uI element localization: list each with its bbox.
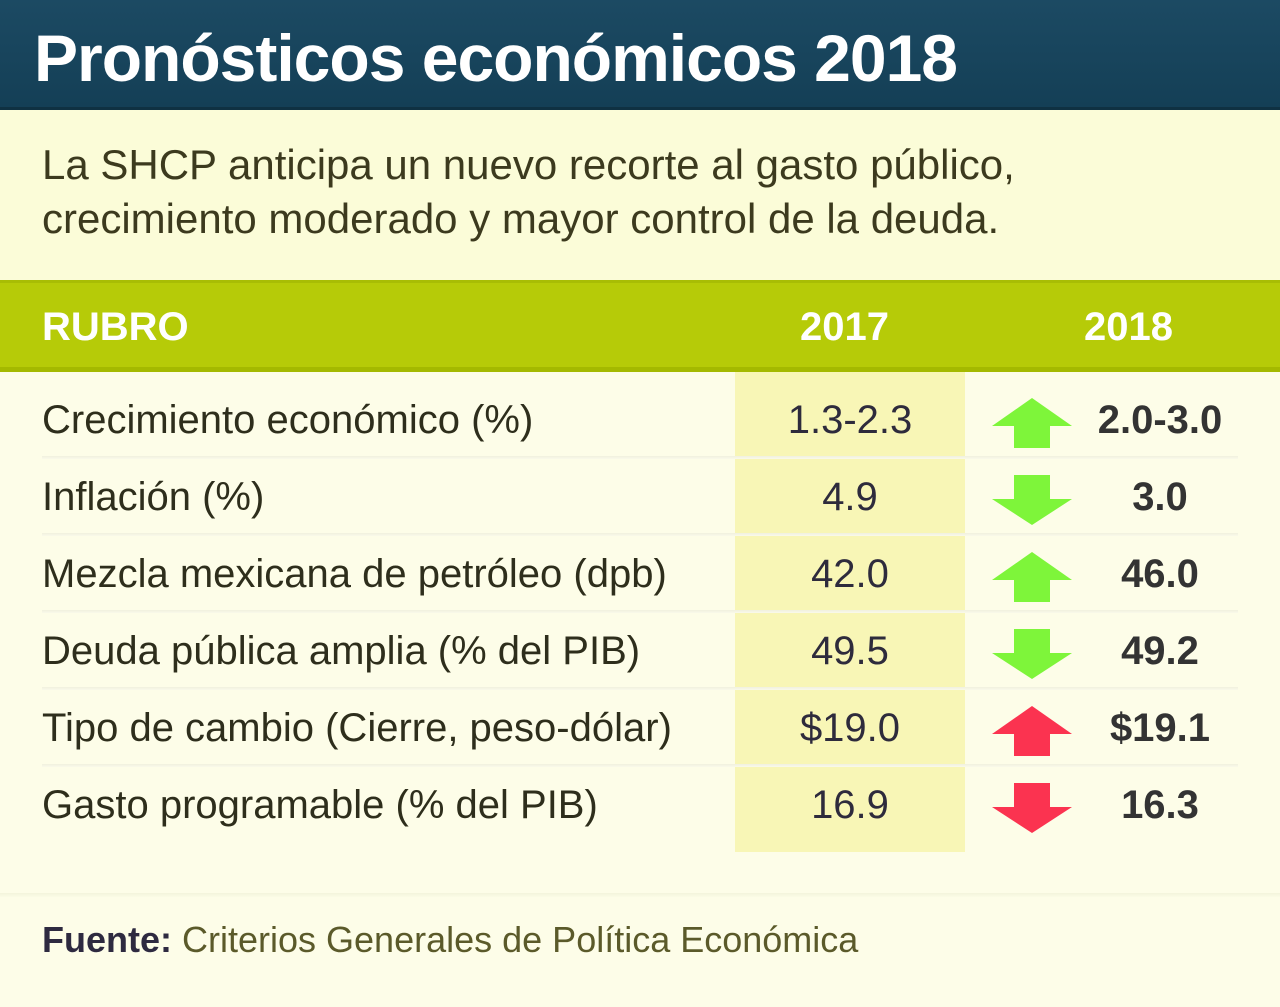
arrow-down-shape — [992, 629, 1072, 679]
table-row: Inflación (%) 4.9 3.0 — [0, 459, 1280, 536]
table-header: RUBRO 2017 2018 — [0, 280, 1280, 372]
footer-divider — [0, 893, 1280, 897]
table-row: Tipo de cambio (Cierre, peso-dólar) $19.… — [0, 690, 1280, 767]
row-label: Inflación (%) — [42, 475, 265, 519]
table-row: Deuda pública amplia (% del PIB) 49.5 49… — [0, 613, 1280, 690]
arrow-down-icon — [992, 475, 1072, 525]
source-label: Fuente: — [42, 919, 172, 960]
value-2017: $19.0 — [799, 706, 901, 750]
value-2018: $19.1 — [1109, 706, 1211, 750]
subtitle-area: La SHCP anticipa un nuevo recorte al gas… — [0, 110, 1280, 280]
row-divider — [42, 687, 1238, 690]
value-2018: 16.3 — [1121, 783, 1199, 827]
row-label: Mezcla mexicana de petróleo (dpb) — [42, 552, 667, 596]
row-label: Tipo de cambio (Cierre, peso-dólar) — [42, 706, 672, 750]
column-header-rubro: RUBRO — [42, 305, 189, 349]
value-2018: 3.0 — [1132, 475, 1188, 519]
row-divider — [42, 533, 1238, 536]
arrow-down-icon — [992, 783, 1072, 833]
row-divider — [42, 764, 1238, 767]
column-header-2018: 2018 — [1084, 305, 1173, 349]
value-2017: 16.9 — [811, 783, 889, 827]
subtitle: La SHCP anticipa un nuevo recorte al gas… — [42, 141, 1015, 242]
value-2017: 49.5 — [811, 629, 889, 673]
value-2017: 4.9 — [822, 475, 878, 519]
value-2017: 1.3-2.3 — [787, 398, 913, 442]
row-label: Deuda pública amplia (% del PIB) — [42, 629, 641, 673]
page-title: Pronósticos económicos 2018 — [34, 21, 958, 95]
value-2018: 2.0-3.0 — [1097, 398, 1223, 442]
row-label: Crecimiento económico (%) — [42, 398, 534, 442]
row-divider — [42, 456, 1238, 459]
table-row: Crecimiento económico (%) 1.3-2.3 2.0-3.… — [0, 382, 1280, 459]
arrow-up-icon — [992, 706, 1072, 756]
arrow-down-shape — [992, 783, 1072, 833]
title-bar: Pronósticos económicos 2018 — [0, 0, 1280, 110]
arrow-down-icon — [992, 629, 1072, 679]
table-row: Mezcla mexicana de petróleo (dpb) 42.0 4… — [0, 536, 1280, 613]
source-text: Criterios Generales de Política Económic… — [182, 919, 859, 960]
column-header-2017: 2017 — [800, 305, 889, 349]
value-2017: 42.0 — [811, 552, 889, 596]
table-row: Gasto programable (% del PIB) 16.9 16.3 — [0, 767, 1280, 844]
arrow-up-icon — [992, 398, 1072, 448]
arrow-down-shape — [992, 475, 1072, 525]
row-label: Gasto programable (% del PIB) — [42, 783, 598, 827]
arrow-up-shape — [992, 706, 1072, 756]
value-2018: 49.2 — [1121, 629, 1199, 673]
arrow-up-shape — [992, 398, 1072, 448]
arrow-up-icon — [992, 552, 1072, 602]
row-divider — [42, 610, 1238, 613]
arrow-up-shape — [992, 552, 1072, 602]
source-footer: Fuente: Criterios Generales de Política … — [42, 918, 858, 962]
value-2018: 46.0 — [1121, 552, 1199, 596]
